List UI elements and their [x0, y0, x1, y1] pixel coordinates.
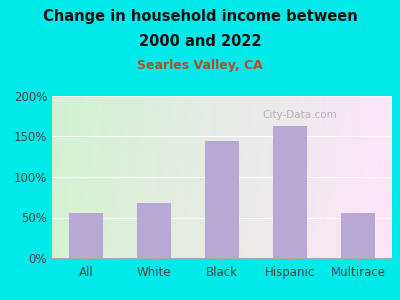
- Bar: [137, 203, 171, 258]
- Bar: [69, 214, 103, 258]
- Bar: [273, 126, 307, 258]
- Text: 2000 and 2022: 2000 and 2022: [139, 34, 261, 50]
- Text: Searles Valley, CA: Searles Valley, CA: [137, 59, 263, 72]
- Text: Change in household income between: Change in household income between: [43, 9, 357, 24]
- Text: City-Data.com: City-Data.com: [263, 110, 338, 120]
- Bar: [341, 214, 375, 258]
- Bar: [205, 140, 239, 258]
